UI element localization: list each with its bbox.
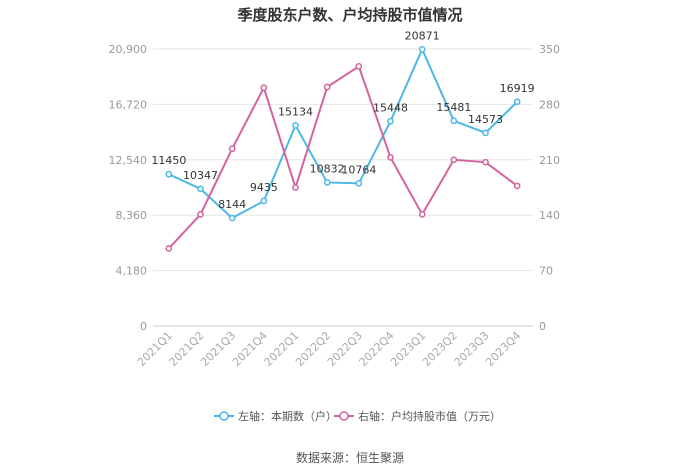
data-label: 8144 [218, 198, 246, 211]
legend-right-marker [339, 411, 349, 421]
right-tick-label: 140 [539, 209, 560, 222]
legend-right-label: 右轴：户均持股市值（万元） [358, 409, 501, 423]
series-0-point [260, 197, 268, 205]
data-label: 9435 [250, 181, 278, 194]
series-0-point [355, 179, 363, 187]
series-0-point [482, 129, 489, 137]
series-1-point [292, 184, 299, 191]
legend-item-left[interactable]: 左轴：本期数（户） [214, 409, 337, 423]
series-0-point [323, 179, 331, 186]
data-label: 16919 [500, 82, 535, 95]
left-tick-label: 0 [140, 320, 147, 333]
series-1-point [165, 245, 173, 252]
data-label: 10764 [341, 163, 376, 176]
right-tick-label: 350 [539, 43, 560, 56]
x-tick-label: 2023Q4 [483, 329, 523, 369]
series-1-point [418, 211, 426, 218]
series-0-point [197, 185, 204, 193]
series-0-point [450, 117, 458, 125]
series-1-point [355, 63, 363, 70]
series-0-point [387, 117, 394, 125]
right-tick-label: 280 [539, 98, 560, 111]
left-tick-label: 20,900 [109, 43, 148, 56]
data-label: 15134 [278, 105, 313, 118]
right-axis-ticks: 0 70 140 210 280 350 [539, 43, 560, 333]
left-tick-label: 16,720 [109, 98, 148, 111]
series-1-point [513, 182, 521, 190]
series-1-point [482, 158, 489, 166]
left-tick-label: 4,180 [116, 265, 148, 278]
left-axis-ticks: 0 4,180 8,360 12,540 16,720 20,900 [109, 43, 148, 333]
data-label: 20871 [405, 29, 440, 42]
data-label: 15448 [373, 101, 408, 114]
series-0-point [513, 98, 521, 106]
series-0-point [418, 46, 426, 53]
data-label: 10347 [183, 169, 218, 182]
series-0-point [228, 214, 236, 222]
left-tick-label: 12,540 [109, 154, 148, 167]
series-1-point [260, 84, 268, 92]
left-tick-label: 8,360 [116, 209, 148, 222]
series-1-point [450, 156, 458, 164]
chart-title: 季度股东户数、户均持股市值情况 [237, 6, 462, 24]
right-tick-label: 70 [539, 265, 553, 278]
legend-left-marker [219, 411, 229, 421]
series-line-1 [168, 64, 518, 250]
series-1-point [387, 154, 394, 161]
x-axis-ticks: 2021Q12021Q22021Q32021Q42022Q12022Q22022… [135, 329, 523, 369]
legend-item-right[interactable]: 右轴：户均持股市值（万元） [334, 409, 501, 423]
legend-left-label: 左轴：本期数（户） [238, 409, 337, 423]
series-1-point [228, 145, 236, 153]
legend[interactable]: 左轴：本期数（户） 右轴：户均持股市值（万元） [214, 409, 501, 423]
series-0-point [292, 122, 299, 129]
grid [153, 48, 533, 327]
data-label: 14573 [468, 113, 503, 126]
source-text: 数据来源：恒生聚源 [296, 450, 404, 465]
series-0-point [165, 170, 173, 178]
series-line-0 [168, 46, 518, 220]
series-layer [165, 46, 521, 252]
right-tick-label: 0 [539, 320, 546, 333]
series-1-point [323, 83, 331, 91]
series-1-point [197, 211, 204, 218]
right-tick-label: 210 [539, 154, 560, 167]
data-label: 15481 [436, 101, 471, 114]
data-label: 11450 [151, 154, 186, 167]
data-label: 10832 [310, 162, 345, 175]
